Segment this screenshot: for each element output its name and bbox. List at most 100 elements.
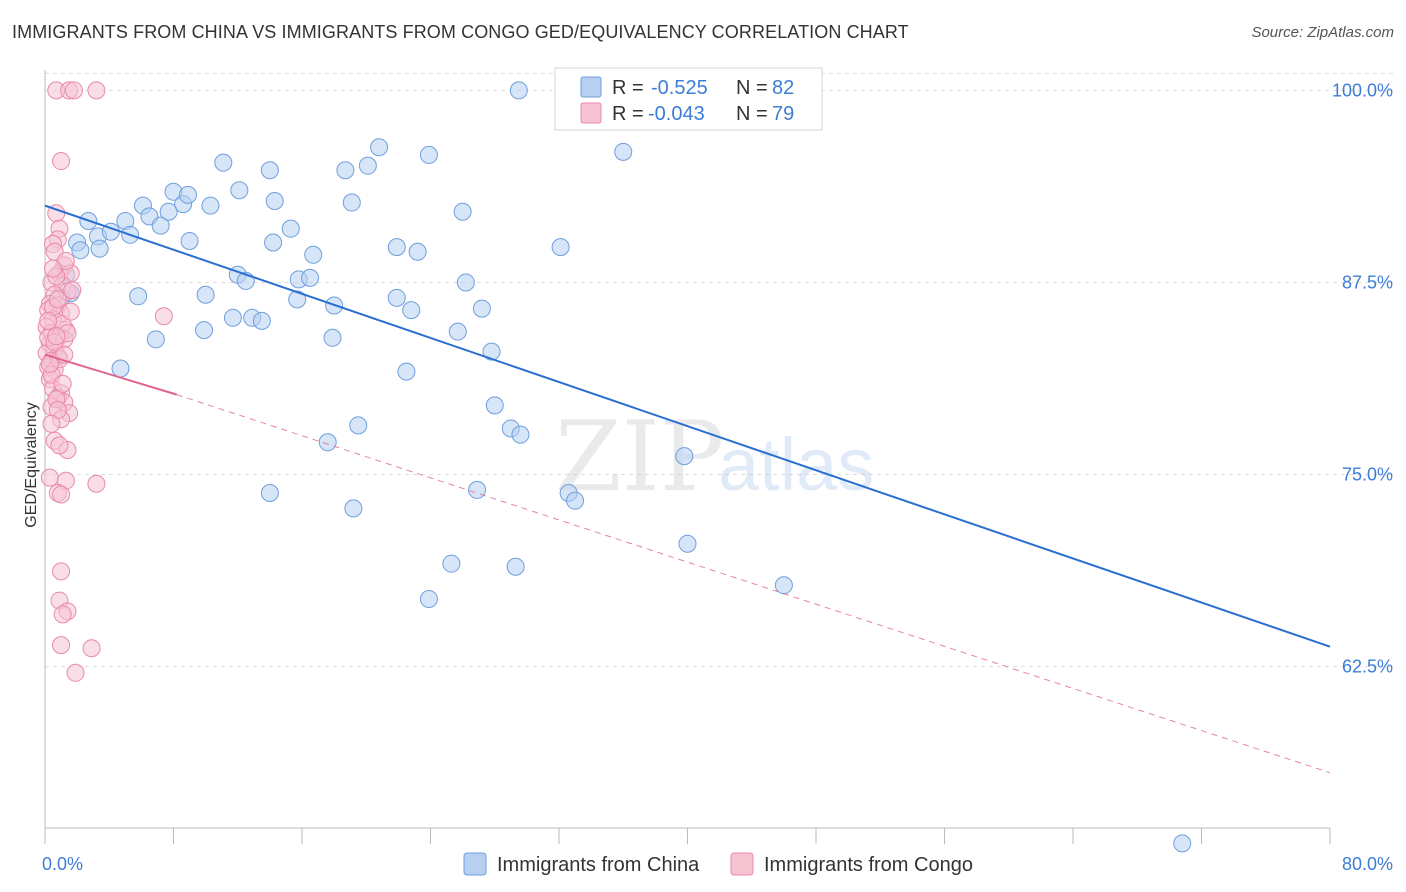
gridlines <box>45 72 1395 668</box>
china-point <box>419 590 438 609</box>
legend-china-label: Immigrants from China <box>497 854 700 876</box>
china-point <box>151 216 170 235</box>
congo-point <box>40 468 59 487</box>
watermark-atlas: atlas <box>718 423 874 506</box>
china-point <box>336 161 355 180</box>
china-point <box>387 288 406 307</box>
china-swatch <box>580 76 602 98</box>
china-point <box>159 202 178 221</box>
congo-point <box>48 290 67 309</box>
china-point <box>264 233 283 252</box>
congo-point <box>63 281 82 300</box>
china-point <box>265 192 284 211</box>
china-point <box>288 290 307 309</box>
congo-point <box>42 414 61 433</box>
china-point <box>675 447 694 466</box>
series-legend: Immigrants from China Immigrants from Co… <box>463 852 973 876</box>
china-point <box>318 433 337 452</box>
congo-trend-line <box>44 353 178 396</box>
china-point <box>129 287 148 306</box>
y-tick-labels: 62.5% 75.0% 87.5% 100.0% <box>1332 80 1393 676</box>
china-point <box>304 245 323 264</box>
china-point <box>195 321 214 340</box>
china-point <box>111 359 130 378</box>
watermark: ZIP atlas <box>555 401 874 513</box>
congo-point <box>52 152 71 171</box>
china-point <box>214 153 233 172</box>
china-point <box>358 156 377 175</box>
congo-point <box>87 474 106 493</box>
chart-title: IMMIGRANTS FROM CHINA VS IMMIGRANTS FROM… <box>12 22 909 42</box>
china-point <box>146 330 165 349</box>
china-n-label: N = <box>736 77 768 99</box>
congo-point <box>50 436 69 455</box>
china-point <box>448 322 467 341</box>
china-point <box>485 396 504 415</box>
congo-point <box>52 636 71 655</box>
china-trend-line <box>44 204 1331 648</box>
china-point <box>323 328 342 347</box>
congo-point <box>61 302 80 321</box>
congo-point <box>52 562 71 581</box>
china-point <box>252 311 271 330</box>
china-point <box>230 181 249 200</box>
china-point <box>387 238 406 257</box>
congo-point <box>39 311 58 330</box>
china-r-label: R = <box>612 77 644 99</box>
congo-point <box>87 81 106 100</box>
y-tick-label: 75.0% <box>1342 465 1393 485</box>
stats-legend: R = -0.525 N = 82 R = -0.043 N = 79 <box>554 67 823 131</box>
china-point <box>223 308 242 327</box>
congo-point <box>53 605 72 624</box>
china-point <box>551 238 570 257</box>
congo-point <box>66 663 85 682</box>
congo-swatch <box>580 102 602 124</box>
china-point <box>201 196 220 215</box>
source-label: Source: ZipAtlas.com <box>1251 24 1394 41</box>
china-point <box>419 145 438 164</box>
congo-point <box>154 307 173 326</box>
china-point <box>566 491 585 510</box>
china-point <box>408 242 427 261</box>
china-point <box>402 301 421 320</box>
y-tick-label: 62.5% <box>1342 657 1393 677</box>
china-point <box>71 241 90 260</box>
china-point <box>397 362 416 381</box>
china-point <box>342 193 361 212</box>
congo-point <box>64 81 83 100</box>
legend-china-swatch <box>463 852 487 876</box>
china-point <box>678 534 697 553</box>
congo-n-value: 79 <box>772 103 794 125</box>
china-point <box>281 219 300 238</box>
y-tick-label: 100.0% <box>1332 80 1393 100</box>
china-point <box>260 161 279 180</box>
china-point <box>1173 834 1192 853</box>
congo-series <box>37 81 173 682</box>
china-point <box>180 231 199 250</box>
congo-point <box>44 259 63 278</box>
axes <box>44 70 1331 844</box>
trend-lines <box>44 204 1331 774</box>
legend-congo-swatch <box>730 852 754 876</box>
china-point <box>349 416 368 435</box>
x-tick-label: 0.0% <box>42 854 83 874</box>
china-point <box>370 138 389 157</box>
china-point <box>456 273 475 292</box>
congo-trend-extension <box>176 394 1331 774</box>
china-point <box>196 285 215 304</box>
china-point <box>468 480 487 499</box>
x-tick-labels: 0.0% 80.0% <box>42 854 1393 874</box>
watermark-zip: ZIP <box>555 401 724 513</box>
china-point <box>614 142 633 161</box>
china-point <box>511 425 530 444</box>
congo-n-label: N = <box>736 103 768 125</box>
congo-point <box>53 374 72 393</box>
y-axis-label: GED/Equivalency <box>23 402 40 527</box>
congo-r-value: -0.043 <box>648 103 705 125</box>
china-point <box>260 483 279 502</box>
china-n-value: 82 <box>772 77 794 99</box>
china-point <box>344 499 363 518</box>
congo-r-label: R = <box>612 103 644 125</box>
china-point <box>506 557 525 576</box>
